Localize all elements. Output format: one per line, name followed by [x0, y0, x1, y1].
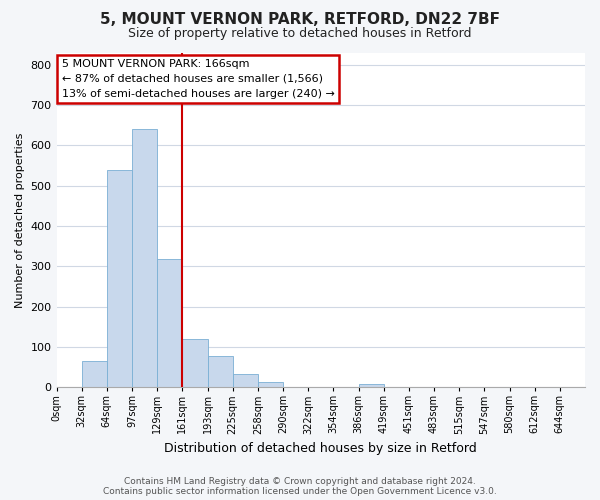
Bar: [82, 361, 107, 387]
Text: 5, MOUNT VERNON PARK, RETFORD, DN22 7BF: 5, MOUNT VERNON PARK, RETFORD, DN22 7BF: [100, 12, 500, 28]
Text: Contains public sector information licensed under the Open Government Licence v3: Contains public sector information licen…: [103, 487, 497, 496]
Y-axis label: Number of detached properties: Number of detached properties: [15, 132, 25, 308]
X-axis label: Distribution of detached houses by size in Retford: Distribution of detached houses by size …: [164, 442, 477, 455]
Text: Contains HM Land Registry data © Crown copyright and database right 2024.: Contains HM Land Registry data © Crown c…: [124, 477, 476, 486]
Bar: [157, 259, 182, 387]
Bar: [233, 374, 258, 387]
Bar: [258, 382, 283, 387]
Text: Size of property relative to detached houses in Retford: Size of property relative to detached ho…: [128, 28, 472, 40]
Text: 5 MOUNT VERNON PARK: 166sqm
← 87% of detached houses are smaller (1,566)
13% of : 5 MOUNT VERNON PARK: 166sqm ← 87% of det…: [62, 59, 335, 99]
Bar: [107, 170, 132, 387]
Bar: [359, 384, 383, 387]
Bar: [132, 129, 157, 387]
Bar: [208, 356, 233, 387]
Bar: [182, 339, 208, 387]
